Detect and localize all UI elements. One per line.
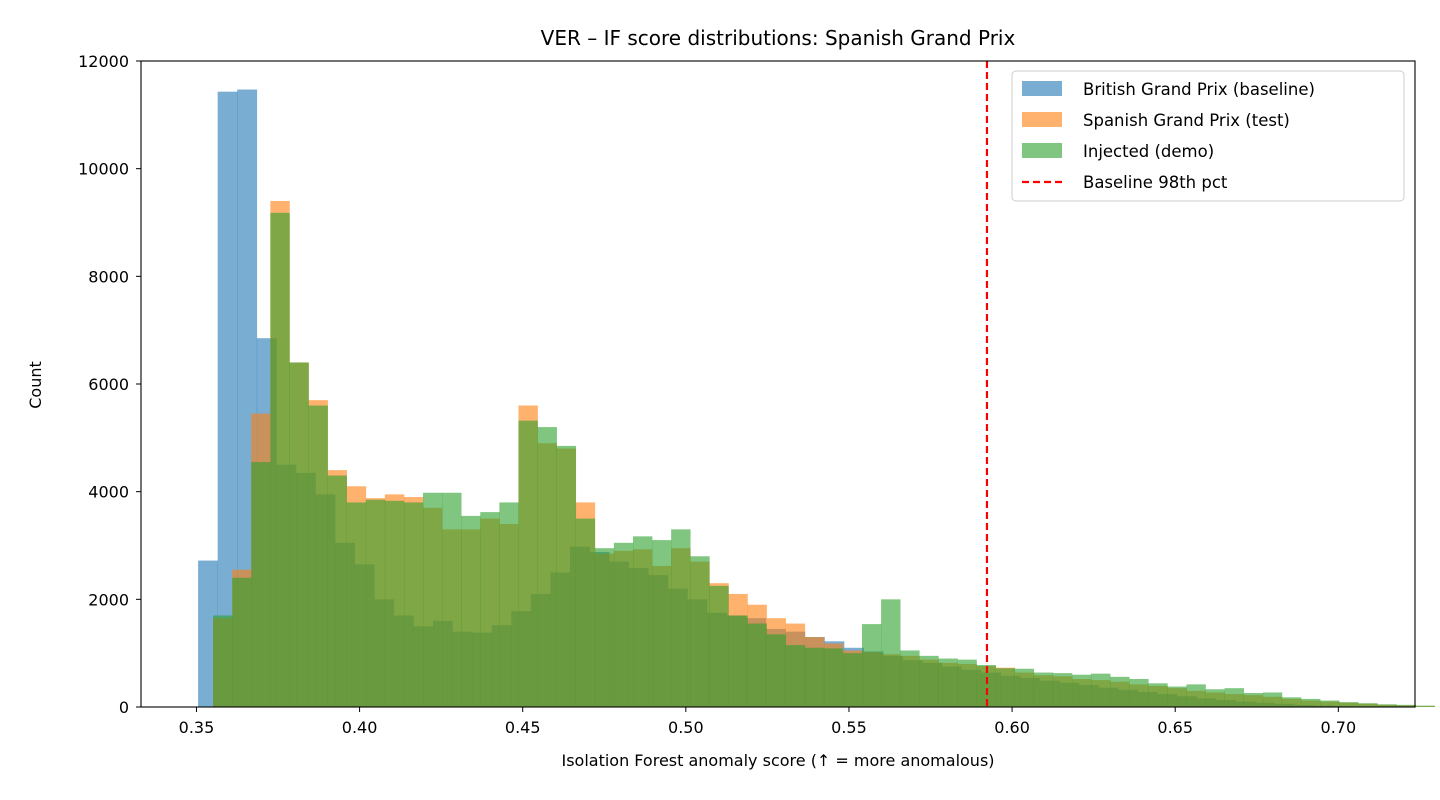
histogram-bar — [1033, 672, 1054, 707]
histogram-bar — [785, 645, 806, 707]
histogram-bar — [499, 502, 519, 707]
x-tick-label: 0.55 — [831, 718, 867, 737]
legend: British Grand Prix (baseline) Spanish Gr… — [1011, 70, 1405, 202]
histogram-bar — [403, 502, 424, 707]
histogram-bar — [1377, 704, 1397, 707]
y-tick-label: 6000 — [88, 375, 129, 394]
histogram-bar — [556, 445, 577, 707]
histogram-bar — [881, 599, 901, 707]
x-tick-label: 0.60 — [994, 718, 1030, 737]
histogram-bar — [842, 653, 863, 707]
x-tick-label: 0.45 — [505, 718, 541, 737]
histogram-bar — [804, 647, 825, 707]
histogram-bar — [652, 540, 672, 707]
histogram-bar — [217, 91, 238, 708]
histogram-bar — [1396, 704, 1416, 707]
histogram-bar — [1167, 686, 1187, 707]
histogram-bar — [251, 462, 271, 707]
histogram-bar — [690, 556, 710, 707]
histogram-bar — [1415, 705, 1435, 707]
histogram-bar — [900, 650, 920, 707]
histogram-bar — [995, 668, 1015, 707]
legend-box — [1011, 70, 1405, 202]
x-tick-label: 0.65 — [1157, 718, 1193, 737]
y-tick-label: 2000 — [88, 590, 129, 609]
y-tick-label: 0 — [119, 698, 129, 717]
histogram-bar — [480, 512, 500, 707]
histogram-bar — [1129, 679, 1149, 707]
legend-swatch-test — [1022, 112, 1062, 127]
histogram-bar — [862, 624, 882, 707]
histogram-bar — [709, 585, 729, 708]
histogram-bar — [1110, 676, 1130, 707]
y-axis-label: Count — [26, 361, 45, 409]
histogram-bar — [1071, 674, 1092, 707]
series-2 — [213, 212, 1435, 708]
histogram-bar — [461, 515, 481, 707]
histogram-bar — [327, 475, 347, 707]
histogram-bar — [518, 420, 538, 707]
histogram-bar — [919, 655, 939, 707]
legend-label-test: Spanish Grand Prix (test) — [1083, 111, 1290, 130]
histogram-bar — [1262, 692, 1283, 707]
y-tick-label: 10000 — [78, 160, 129, 179]
histogram-bar — [1205, 689, 1225, 707]
histogram-bar — [728, 615, 748, 707]
legend-label-injected: Injected (demo) — [1083, 142, 1214, 161]
histogram-bar — [423, 492, 443, 707]
histogram-bar — [594, 548, 615, 707]
y-axis: 0 2000 4000 6000 8000 10000 12000 — [78, 52, 141, 717]
histogram-bar — [1186, 684, 1206, 707]
histogram-bar — [1014, 668, 1035, 707]
histogram-bar — [442, 492, 462, 707]
histogram-bar — [289, 362, 309, 707]
histogram-bar — [1339, 702, 1359, 707]
histogram-bar — [1224, 688, 1245, 707]
histogram-bars — [198, 89, 1435, 708]
histogram-bar — [957, 659, 977, 707]
y-tick-label: 8000 — [88, 267, 129, 286]
y-tick-label: 12000 — [78, 52, 129, 71]
legend-label-baseline: British Grand Prix (baseline) — [1083, 80, 1315, 99]
histogram-bar — [1320, 700, 1340, 707]
histogram-bar — [537, 427, 557, 707]
legend-swatch-injected — [1022, 143, 1062, 158]
histogram-bar — [575, 518, 596, 707]
histogram-bar — [365, 499, 386, 707]
x-tick-label: 0.40 — [342, 718, 378, 737]
histogram-bar — [613, 542, 634, 707]
histogram-bar — [1300, 698, 1321, 707]
histogram-bar — [1281, 697, 1302, 707]
histogram-bar — [1091, 673, 1111, 707]
legend-label-percentile: Baseline 98th pct — [1083, 173, 1228, 192]
histogram-bar — [938, 658, 958, 707]
histogram-bar — [198, 560, 218, 707]
histogram-bar — [766, 634, 786, 707]
histogram-bar — [1148, 683, 1168, 707]
x-axis: 0.35 0.40 0.45 0.50 0.55 0.60 0.65 0.70 — [179, 707, 1356, 737]
histogram-bar — [308, 405, 328, 707]
x-tick-label: 0.35 — [179, 718, 215, 737]
histogram-bar — [232, 577, 252, 707]
histogram-bar — [632, 536, 653, 707]
plot-area — [140, 60, 1435, 708]
y-tick-label: 4000 — [88, 483, 129, 502]
histogram-bar — [1243, 693, 1264, 707]
histogram-bar — [823, 648, 844, 707]
histogram-bar — [976, 665, 996, 707]
histogram-bar — [213, 615, 233, 707]
histogram-bar — [747, 623, 767, 707]
histogram-bar — [671, 529, 691, 707]
histogram-bar — [384, 500, 405, 707]
legend-swatch-baseline — [1022, 81, 1062, 96]
histogram-bar — [346, 502, 367, 707]
x-tick-label: 0.70 — [1321, 718, 1357, 737]
histogram-bar — [1358, 703, 1378, 707]
x-axis-label: Isolation Forest anomaly score (↑ = more… — [561, 751, 994, 770]
chart-title: VER – IF score distributions: Spanish Gr… — [541, 26, 1016, 50]
histogram-bar — [270, 212, 290, 707]
x-tick-label: 0.50 — [668, 718, 704, 737]
histogram-bar — [1052, 673, 1073, 707]
